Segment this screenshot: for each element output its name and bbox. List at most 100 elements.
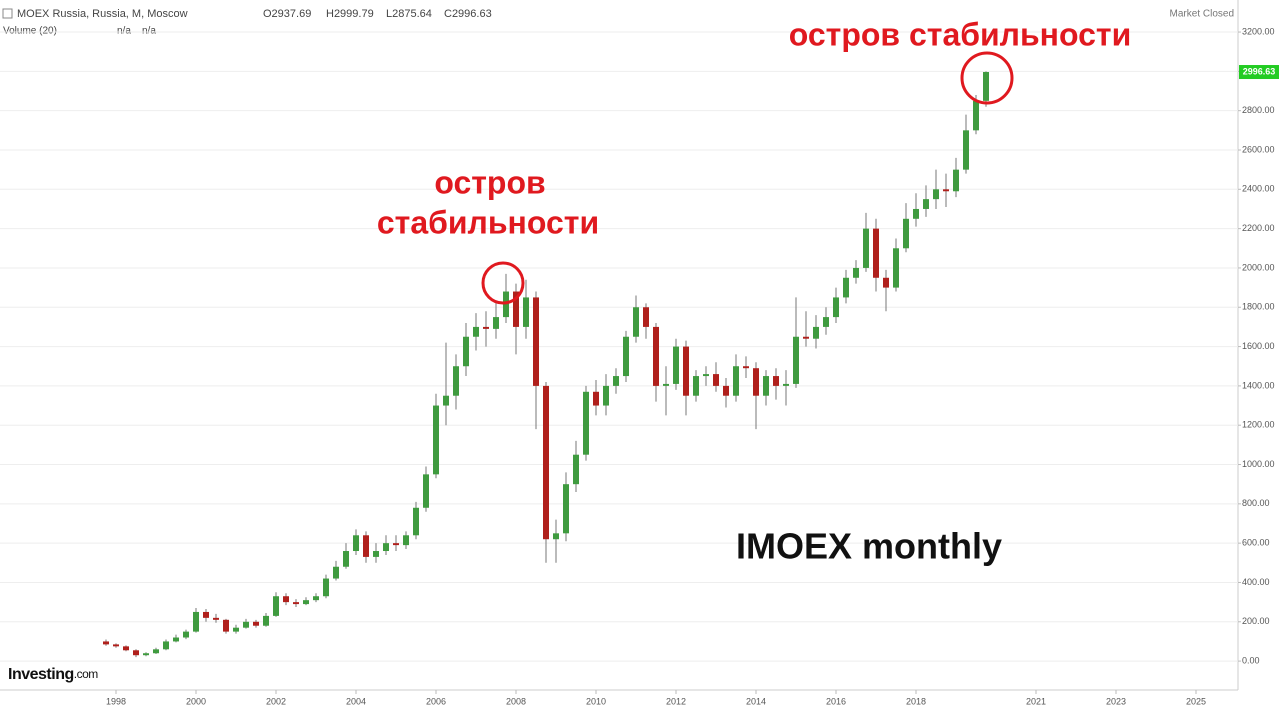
candle-body [673, 346, 679, 384]
candle-body [493, 317, 499, 329]
candle-body [383, 543, 389, 552]
candle-body [723, 385, 729, 396]
candle-body [873, 228, 879, 278]
candle-body [153, 649, 159, 654]
candle-body [583, 391, 589, 455]
candle-body [503, 291, 509, 318]
candle-body [433, 405, 439, 475]
candle-body [213, 617, 219, 620]
collapse-icon[interactable] [2, 8, 13, 19]
candle-body [363, 535, 369, 557]
candle-body [973, 100, 979, 131]
candle-body [173, 637, 179, 642]
x-tick-label: 2004 [346, 696, 366, 706]
candle-body [713, 374, 719, 386]
y-tick-label: 1400.00 [1242, 380, 1275, 390]
candle-body [653, 326, 659, 386]
annotation: остров [434, 164, 545, 200]
x-tick-label: 2008 [506, 696, 526, 706]
candle-body [163, 641, 169, 650]
candle-body [253, 621, 259, 626]
chart-label: IMOEX monthly [736, 526, 1002, 567]
candle-body [823, 317, 829, 327]
y-tick-label: 3200.00 [1242, 26, 1275, 36]
candle-body [183, 631, 189, 638]
candle-body [623, 336, 629, 377]
candle-body [553, 533, 559, 540]
candle-body [693, 376, 699, 396]
candle-body [233, 627, 239, 632]
candle-body [843, 277, 849, 298]
candle-body [513, 291, 519, 327]
candle-body [423, 474, 429, 508]
candle-body [983, 72, 989, 101]
candle-body [533, 297, 539, 386]
candle-body [613, 376, 619, 386]
candle-body [283, 596, 289, 603]
candle-body [813, 326, 819, 339]
candle-body [333, 566, 339, 579]
candle-body [123, 646, 129, 651]
y-tick-label: 400.00 [1242, 577, 1270, 587]
volume-value: n/a [142, 26, 156, 37]
candle-body [563, 484, 569, 534]
volume-label[interactable]: Volume (20) [3, 26, 57, 37]
last-price-label: 2996.63 [1243, 66, 1276, 76]
candle-body [603, 385, 609, 406]
candle-body [223, 619, 229, 632]
annotation: стабильности [377, 204, 599, 240]
candle-body [443, 395, 449, 406]
candle-body [863, 228, 869, 268]
candle-body [763, 376, 769, 396]
candle-body [403, 535, 409, 546]
candle-body [203, 611, 209, 618]
candle-body [463, 336, 469, 367]
x-tick-label: 2012 [666, 696, 686, 706]
y-tick-label: 200.00 [1242, 616, 1270, 626]
candle-body [523, 297, 529, 327]
candle-body [263, 615, 269, 626]
candle-body [103, 641, 109, 645]
annotation: остров стабильности [789, 16, 1132, 52]
candle-body [893, 248, 899, 288]
x-tick-label: 2018 [906, 696, 926, 706]
logo: Investing.com [8, 666, 98, 683]
candle-body [243, 621, 249, 628]
y-tick-label: 1200.00 [1242, 420, 1275, 430]
candle-body [933, 189, 939, 200]
last-price-badge [1239, 65, 1279, 80]
y-tick-label: 2000.00 [1242, 262, 1275, 272]
candle-body [293, 602, 299, 605]
symbol[interactable]: MOEX Russia, Russia, M, Moscow [17, 8, 188, 20]
candle-body [743, 366, 749, 369]
candle-body [833, 297, 839, 318]
y-tick-label: 0.00 [1242, 655, 1260, 665]
y-tick-label: 2200.00 [1242, 223, 1275, 233]
candle-body [303, 600, 309, 605]
candle-body [923, 199, 929, 209]
open-value: O2937.69 [263, 8, 311, 20]
y-tick-label: 600.00 [1242, 538, 1270, 548]
candle-body [853, 267, 859, 278]
candle-body [733, 366, 739, 396]
x-tick-label: 2016 [826, 696, 846, 706]
candle-body [753, 368, 759, 396]
candle-body [393, 543, 399, 546]
candle-body [803, 336, 809, 339]
highlight-circle [960, 51, 1014, 105]
x-tick-label: 2010 [586, 696, 606, 706]
highlight-circle [481, 261, 525, 305]
high-value: H2999.79 [326, 8, 374, 20]
candle-body [323, 578, 329, 597]
candle-body [473, 326, 479, 337]
candle-body [353, 535, 359, 552]
x-tick-label: 2023 [1106, 696, 1126, 706]
candle-body [483, 326, 489, 329]
market-status: Market Closed [1170, 9, 1234, 20]
candle-body [633, 307, 639, 337]
x-tick-label: 2025 [1186, 696, 1206, 706]
candle-body [903, 218, 909, 249]
x-tick-label: 2000 [186, 696, 206, 706]
low-value: L2875.64 [386, 8, 432, 20]
